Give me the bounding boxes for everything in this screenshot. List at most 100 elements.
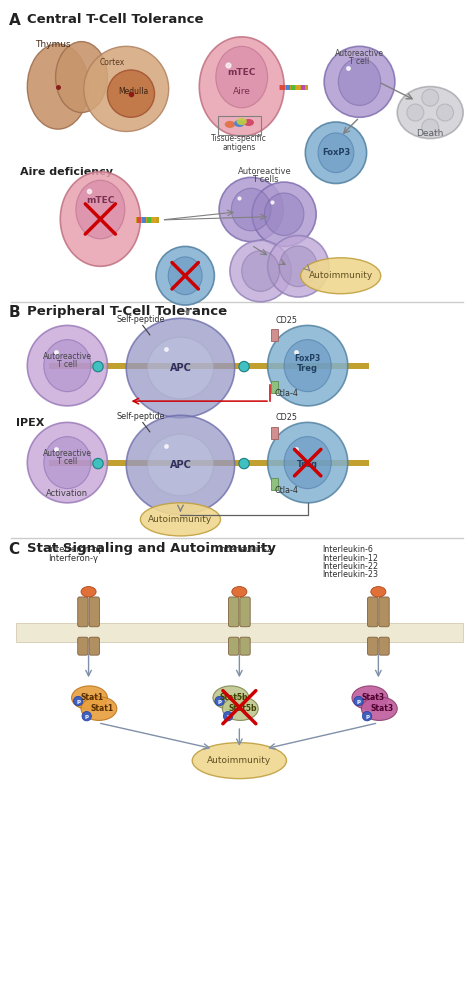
Ellipse shape bbox=[192, 742, 286, 779]
Text: Stat Signaling and Autoimmunity: Stat Signaling and Autoimmunity bbox=[27, 542, 276, 555]
Text: Stat3: Stat3 bbox=[371, 704, 394, 713]
Text: p: p bbox=[356, 698, 361, 703]
Ellipse shape bbox=[231, 189, 271, 231]
Ellipse shape bbox=[156, 246, 214, 305]
Text: mTEC: mTEC bbox=[228, 68, 256, 77]
Ellipse shape bbox=[268, 422, 348, 503]
Circle shape bbox=[422, 119, 438, 136]
Ellipse shape bbox=[371, 586, 386, 597]
Ellipse shape bbox=[279, 246, 317, 287]
Text: p: p bbox=[76, 698, 80, 703]
Text: T cell: T cell bbox=[349, 57, 370, 66]
Text: Interleukin-2: Interleukin-2 bbox=[218, 545, 272, 555]
FancyBboxPatch shape bbox=[89, 637, 100, 655]
Circle shape bbox=[354, 696, 363, 706]
Text: p: p bbox=[365, 714, 369, 719]
Text: Interleukin-22: Interleukin-22 bbox=[322, 562, 378, 571]
Ellipse shape bbox=[305, 122, 366, 184]
Text: CD25: CD25 bbox=[275, 316, 298, 325]
Ellipse shape bbox=[72, 685, 108, 710]
Ellipse shape bbox=[147, 337, 213, 399]
FancyBboxPatch shape bbox=[147, 217, 151, 223]
Circle shape bbox=[437, 104, 454, 121]
Text: Self-peptide: Self-peptide bbox=[116, 411, 164, 420]
Text: APC: APC bbox=[170, 363, 191, 373]
Text: Stat5b: Stat5b bbox=[229, 704, 257, 713]
Text: C: C bbox=[9, 542, 19, 557]
Text: Aire deficiency: Aire deficiency bbox=[20, 167, 113, 177]
Text: Thymus: Thymus bbox=[36, 39, 71, 49]
Ellipse shape bbox=[81, 586, 96, 597]
Ellipse shape bbox=[126, 415, 235, 515]
FancyBboxPatch shape bbox=[271, 427, 277, 439]
Ellipse shape bbox=[168, 257, 202, 295]
Text: Autoimmunity: Autoimmunity bbox=[148, 515, 212, 523]
FancyBboxPatch shape bbox=[78, 637, 88, 655]
Text: T cell: T cell bbox=[57, 457, 77, 465]
Text: Ctla-4: Ctla-4 bbox=[274, 486, 299, 495]
Ellipse shape bbox=[338, 58, 381, 105]
FancyBboxPatch shape bbox=[228, 597, 239, 627]
Ellipse shape bbox=[216, 46, 268, 108]
Ellipse shape bbox=[361, 697, 397, 721]
Text: Autoimmunity: Autoimmunity bbox=[309, 271, 373, 280]
Ellipse shape bbox=[252, 182, 316, 246]
Ellipse shape bbox=[219, 178, 283, 242]
FancyBboxPatch shape bbox=[379, 637, 389, 655]
Text: FoxP3: FoxP3 bbox=[294, 354, 321, 363]
Ellipse shape bbox=[93, 361, 103, 372]
Text: Tissue-specific: Tissue-specific bbox=[211, 134, 267, 143]
Ellipse shape bbox=[44, 340, 91, 392]
Circle shape bbox=[108, 70, 155, 117]
Text: p: p bbox=[218, 698, 221, 703]
FancyBboxPatch shape bbox=[367, 637, 378, 655]
Text: p: p bbox=[226, 714, 230, 719]
Ellipse shape bbox=[268, 236, 329, 297]
Text: Ctla-4: Ctla-4 bbox=[274, 390, 299, 399]
Text: IPEX: IPEX bbox=[16, 417, 44, 428]
Ellipse shape bbox=[239, 361, 249, 372]
FancyBboxPatch shape bbox=[228, 637, 239, 655]
FancyBboxPatch shape bbox=[240, 597, 250, 627]
Ellipse shape bbox=[230, 241, 291, 301]
Text: antigens: antigens bbox=[223, 143, 256, 152]
Ellipse shape bbox=[318, 133, 354, 173]
Ellipse shape bbox=[147, 434, 213, 496]
Ellipse shape bbox=[27, 422, 108, 503]
Circle shape bbox=[73, 696, 83, 706]
Ellipse shape bbox=[244, 119, 254, 126]
Ellipse shape bbox=[242, 250, 279, 292]
Ellipse shape bbox=[126, 318, 235, 417]
FancyBboxPatch shape bbox=[48, 363, 369, 369]
Ellipse shape bbox=[234, 120, 245, 127]
Text: Self-peptide: Self-peptide bbox=[116, 314, 164, 324]
Circle shape bbox=[223, 711, 233, 721]
Circle shape bbox=[422, 89, 438, 106]
Text: Autoreactive: Autoreactive bbox=[238, 167, 292, 176]
FancyBboxPatch shape bbox=[291, 84, 295, 90]
Text: Treg: Treg bbox=[297, 364, 318, 373]
FancyBboxPatch shape bbox=[240, 637, 250, 655]
Text: Medulla: Medulla bbox=[118, 86, 148, 95]
Ellipse shape bbox=[93, 459, 103, 468]
Text: FoxP3: FoxP3 bbox=[322, 148, 350, 157]
FancyBboxPatch shape bbox=[271, 329, 277, 341]
Text: T cells: T cells bbox=[252, 175, 279, 184]
Text: Interferon-γ: Interferon-γ bbox=[48, 554, 99, 563]
FancyBboxPatch shape bbox=[280, 84, 284, 90]
Text: Cortex: Cortex bbox=[100, 58, 125, 67]
Ellipse shape bbox=[232, 586, 247, 597]
FancyBboxPatch shape bbox=[136, 217, 159, 223]
FancyBboxPatch shape bbox=[137, 217, 141, 223]
Ellipse shape bbox=[222, 697, 258, 721]
FancyBboxPatch shape bbox=[89, 597, 100, 627]
Text: B: B bbox=[9, 305, 20, 320]
Text: Stat5b: Stat5b bbox=[219, 693, 248, 702]
Text: Stat1: Stat1 bbox=[90, 704, 113, 713]
Circle shape bbox=[215, 696, 224, 706]
Ellipse shape bbox=[239, 459, 249, 468]
Ellipse shape bbox=[55, 41, 108, 113]
Circle shape bbox=[362, 711, 372, 721]
Text: Aire: Aire bbox=[233, 86, 251, 96]
Ellipse shape bbox=[352, 685, 388, 710]
